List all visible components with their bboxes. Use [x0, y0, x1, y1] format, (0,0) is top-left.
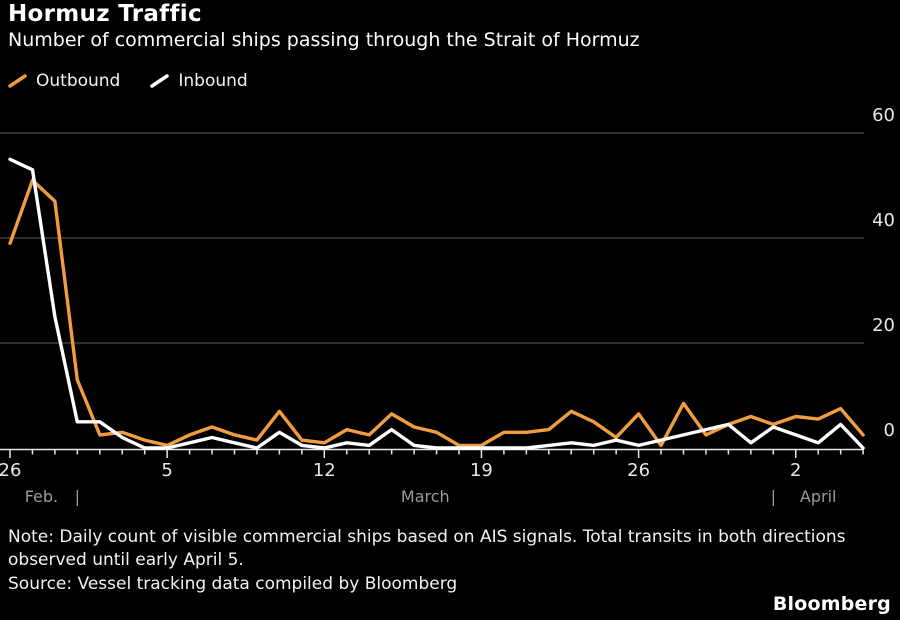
x-axis-label-day-5: 5: [161, 460, 173, 481]
chart-note-line2: observed until early April 5.: [8, 550, 244, 570]
series-line-inbound: [8, 157, 865, 450]
month-label-april: April: [799, 487, 837, 506]
x-axis-label-day-19: 19: [469, 460, 493, 481]
month-label-march: March: [400, 487, 450, 506]
legend-item-outbound: Outbound: [8, 71, 120, 91]
y-axis-label-20: 20: [872, 315, 895, 336]
x-axis-label-day-26: 26: [627, 460, 651, 481]
legend: Outbound Inbound: [8, 71, 248, 91]
legend-label-outbound: Outbound: [36, 71, 121, 91]
bloomberg-logo: Bloomberg: [772, 593, 891, 615]
x-axis-label-day-2: 2: [790, 460, 802, 481]
x-axis-label-day-12: 12: [312, 460, 336, 481]
chart-subtitle: Number of commercial ships passing throu…: [8, 29, 640, 51]
month-separator: |: [74, 487, 81, 506]
month-label-feb: Feb.: [24, 487, 59, 506]
chart-note-line1: Note: Daily count of visible commercial …: [8, 527, 846, 547]
y-axis-label-60: 60: [872, 105, 895, 126]
x-axis-label-day-26: 26: [0, 460, 22, 481]
outbound-line-swatch-icon: [8, 74, 27, 88]
legend-label-inbound: Inbound: [178, 71, 248, 91]
inbound-line-swatch-icon: [150, 74, 170, 88]
chart-title: Hormuz Traffic: [8, 1, 202, 27]
legend-item-inbound: Inbound: [150, 71, 248, 91]
series-line-outbound: [8, 178, 865, 448]
y-axis-label-0: 0: [883, 420, 895, 441]
month-separator: |: [770, 487, 776, 506]
y-axis-label-40: 40: [872, 210, 895, 231]
chart-source: Source: Vessel tracking data compiled by…: [8, 574, 458, 594]
